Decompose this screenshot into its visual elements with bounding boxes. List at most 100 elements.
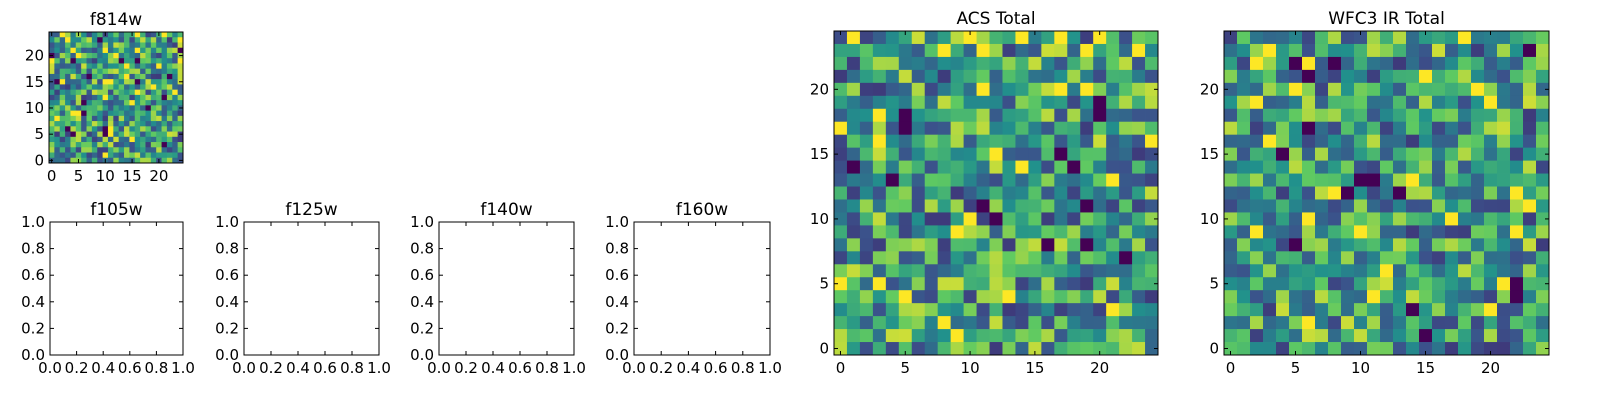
heatmap-cell [97,47,103,54]
heatmap-cell [1093,173,1107,187]
heatmap-cell [1237,134,1251,149]
heatmap-cell [1276,329,1290,343]
heatmap-cell [70,142,77,148]
heatmap-cell [1536,290,1550,304]
heatmap-cell [70,157,77,164]
heatmap-cell [107,47,114,54]
heatmap-cell [1510,134,1524,149]
heatmap-cell [1458,95,1472,110]
y-tick-label: 0.2 [605,319,629,337]
heatmap-cell [872,186,887,200]
heatmap-cell [124,63,130,70]
heatmap-cell [1497,199,1511,213]
heatmap-cell [150,89,157,96]
heatmap-cell [859,160,874,174]
heatmap-cell [161,110,168,117]
heatmap-cell [950,238,964,252]
heatmap-cell [1263,303,1277,317]
heatmap-cell [1419,329,1433,343]
heatmap-cell [872,329,887,343]
heatmap-cell [1119,264,1133,278]
subplot-title: f125w [285,200,337,220]
heatmap-cell [156,152,162,159]
heatmap-cell [1419,95,1433,110]
heatmap-cell [59,142,66,148]
heatmap-cell [1354,238,1368,252]
heatmap-cell [1315,108,1329,123]
heatmap-cell [1263,277,1277,291]
y-tick-label: 0.6 [605,266,629,284]
heatmap-cell [1067,108,1081,123]
heatmap-cell [75,126,82,132]
heatmap-cell [1028,264,1042,278]
heatmap-cell [118,63,125,70]
heatmap-cell [859,329,874,343]
heatmap-cell [1145,173,1159,187]
y-tick-label: 0.6 [21,266,45,284]
heatmap-cell [859,186,874,200]
heatmap-cell [150,52,157,59]
heatmap-cell [1067,277,1081,291]
heatmap-cell [1380,121,1394,136]
heatmap-cell [97,157,103,164]
heatmap-cell [166,115,173,122]
heatmap-cell [166,63,173,70]
heatmap-cell [1145,277,1159,291]
heatmap-cell [54,52,61,59]
y-tick-label: 0.0 [21,346,45,364]
y-tick-label: 15 [810,145,829,163]
heatmap-cell [172,63,179,70]
heatmap-cell [1523,121,1537,136]
heatmap-cell [1484,303,1498,317]
heatmap-cell [1250,225,1264,239]
heatmap-cell [1315,342,1329,356]
heatmap-cell [86,115,93,122]
heatmap-cell [1510,69,1524,84]
heatmap-cell [1315,329,1329,343]
heatmap-cell [140,115,146,122]
heatmap-cell [1419,277,1433,291]
heatmap-cell [911,31,926,45]
heatmap-cell [172,115,179,122]
heatmap-cell [1224,160,1238,174]
heatmap-cell [1315,264,1329,278]
heatmap-cell [140,32,146,38]
heatmap-cell [1445,303,1459,317]
heatmap-cell [1250,264,1264,278]
heatmap-cell [1406,225,1420,239]
heatmap-cell [81,47,87,54]
heatmap-cell [1497,56,1511,71]
heatmap-cell [1393,186,1407,200]
heatmap-cell [1406,69,1420,84]
heatmap-cell [937,134,952,149]
heatmap-cell [1432,199,1446,213]
heatmap-cell [91,131,98,138]
heatmap-cell [1263,186,1277,200]
heatmap-cell [54,100,61,106]
heatmap-cell [65,121,71,127]
heatmap-cell [898,264,913,278]
heatmap-cell [1237,108,1251,123]
heatmap-cell [1132,186,1146,200]
heatmap-cell [1458,147,1472,161]
heatmap-cell [963,134,977,149]
heatmap-cell [91,105,98,111]
heatmap-cell [102,79,109,85]
heatmap-cell [1041,108,1055,123]
heatmap-cell [124,52,130,59]
heatmap-cell [859,199,874,213]
heatmap-cell [129,58,136,64]
heatmap-cell [1080,238,1094,252]
heatmap-cell [1067,238,1081,252]
heatmap-cell [1523,43,1537,58]
heatmap-cell [166,142,173,148]
heatmap-cell [1041,69,1055,84]
heatmap-cell [113,126,120,132]
heatmap-cell [107,126,114,132]
heatmap-cell [885,82,900,97]
heatmap-cell [859,121,874,136]
heatmap-cell [1002,238,1016,252]
